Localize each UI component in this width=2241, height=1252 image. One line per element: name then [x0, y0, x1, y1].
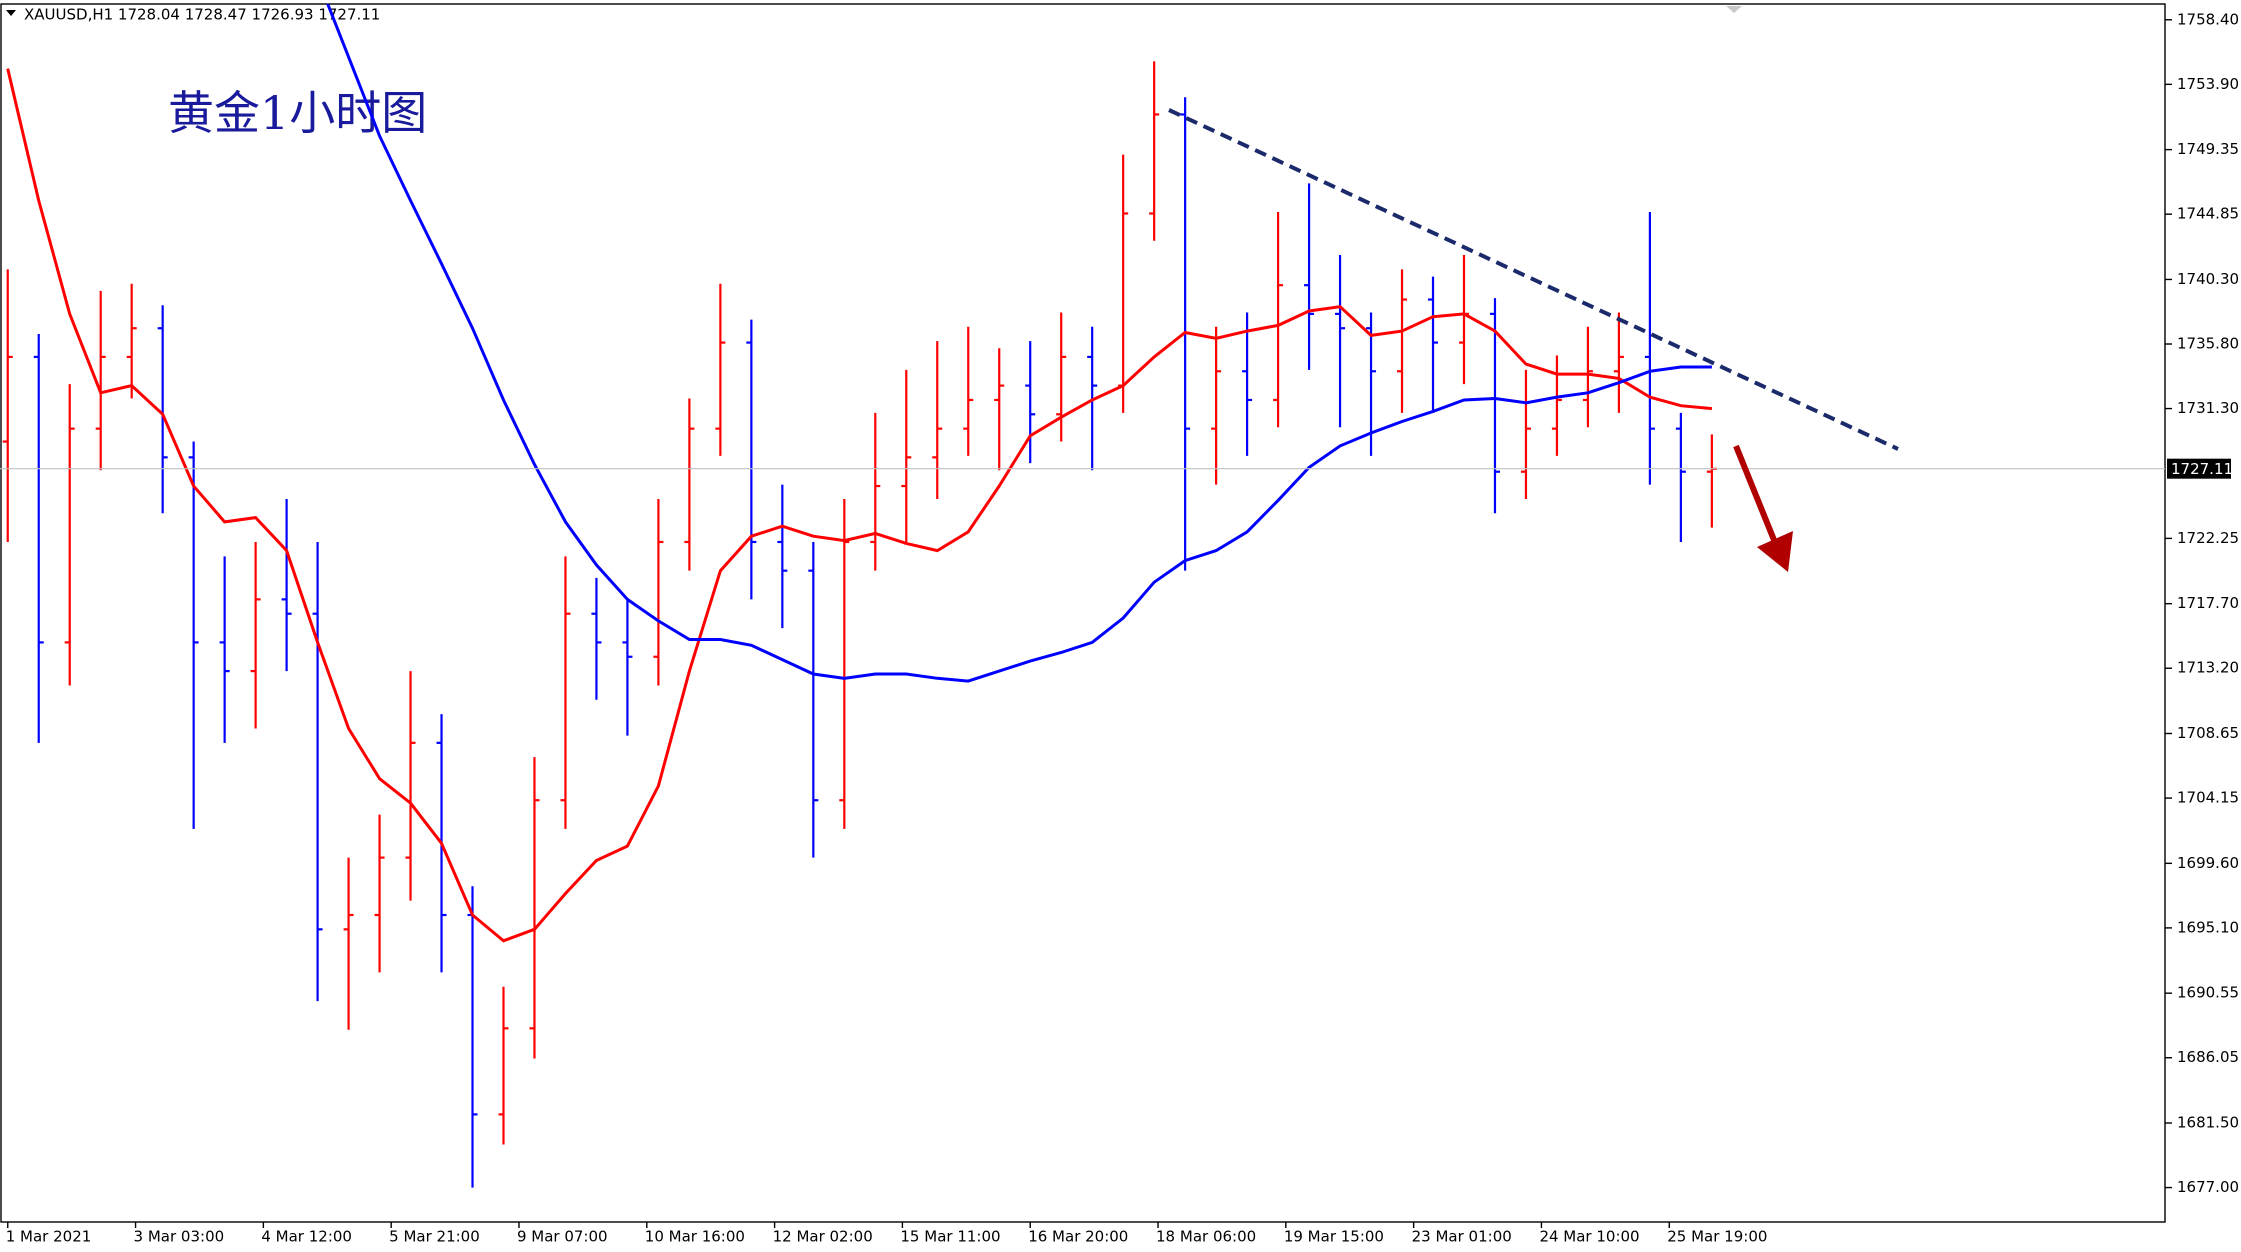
ohlc-bar [591, 577, 602, 700]
ohlc-bar [1304, 183, 1315, 370]
y-tick-label: 1744.85 [2177, 205, 2239, 223]
x-tick-label: 19 Mar 15:00 [1284, 1228, 1384, 1246]
menu-triangle [6, 10, 16, 16]
ohlc-bar [529, 757, 540, 1059]
ohlc-bar [684, 398, 695, 571]
plot-area [0, 4, 2165, 1188]
x-tick-label: 25 Mar 19:00 [1667, 1228, 1767, 1246]
ohlc-bar [560, 556, 571, 829]
down-arrow [1733, 444, 1793, 572]
ohlc-bar [219, 556, 230, 743]
ohlc-bar [343, 857, 354, 1030]
last-price-box [2167, 458, 2231, 479]
ohlc-bar [95, 290, 106, 471]
x-tick-label: 23 Mar 01:00 [1412, 1228, 1512, 1246]
ohlc-bar [622, 599, 633, 736]
ohlc-bar [1489, 298, 1500, 514]
x-tick-label: 18 Mar 06:00 [1156, 1228, 1256, 1246]
ohlc-bar [1675, 412, 1686, 542]
ohlc-bar [1242, 312, 1253, 456]
y-tick-label: 1681.50 [2177, 1114, 2239, 1132]
ohlc-bar [870, 412, 881, 571]
ohlc-bar [374, 814, 385, 973]
ohlc-bar [932, 341, 943, 499]
x-tick-label: 15 Mar 11:00 [900, 1228, 1000, 1246]
ohlc-bar [405, 671, 416, 901]
chart-title: 黄金1小时图 [168, 86, 427, 140]
x-tick-label: 24 Mar 10:00 [1539, 1228, 1639, 1246]
y-tick-label: 1749.35 [2177, 140, 2239, 158]
y-tick-label: 1731.30 [2177, 399, 2239, 417]
x-tick-label: 12 Mar 02:00 [773, 1228, 873, 1246]
ohlc-bar [808, 541, 819, 858]
ohlc-bar [33, 333, 44, 743]
ohlc-bar [281, 498, 292, 672]
ohlc-bar [250, 541, 261, 729]
y-tick-label: 1686.05 [2177, 1048, 2239, 1066]
x-tick-label: 9 Mar 07:00 [517, 1228, 608, 1246]
ohlc-bar [839, 498, 850, 829]
ohlc-bar [1428, 276, 1439, 413]
y-tick-label: 1695.10 [2177, 918, 2239, 936]
ohlc-bar [1056, 312, 1067, 442]
y-tick-label: 1699.60 [2177, 854, 2239, 872]
ohlc-bar [994, 348, 1005, 471]
ohlc-bar [1613, 312, 1624, 413]
ohlc-bar [126, 283, 137, 399]
ohlc-bar [1397, 269, 1408, 413]
ohlc-bar [498, 986, 509, 1145]
y-tick-label: 1704.15 [2177, 789, 2239, 807]
y-tick-label: 1758.40 [2177, 10, 2239, 28]
ohlc-bar [312, 541, 323, 1002]
x-tick-label: 4 Mar 12:00 [261, 1228, 352, 1246]
y-tick-label: 1690.55 [2177, 984, 2239, 1002]
arrow-shaft [1733, 444, 1777, 542]
ohlc-bar [1149, 61, 1160, 241]
y-tick-label: 1677.00 [2177, 1178, 2239, 1196]
x-tick-label: 16 Mar 20:00 [1028, 1228, 1128, 1246]
y-tick-label: 1717.70 [2177, 594, 2239, 612]
moving-average-line [326, 4, 1712, 683]
x-tick-label: 10 Mar 16:00 [645, 1228, 745, 1246]
plot-frame [0, 3, 2166, 1223]
ohlc-bar [1335, 255, 1346, 428]
y-tick-label: 1735.80 [2177, 335, 2239, 353]
shift-marker [1726, 6, 1742, 13]
ohlc-bar [1211, 326, 1222, 485]
arrow-head [1757, 531, 1793, 572]
ohlc-bar [188, 441, 199, 829]
ohlc-bar [2, 269, 13, 542]
ohlc-bar [901, 369, 912, 542]
ohlc-bar [1582, 326, 1593, 428]
trend-line [1168, 108, 1899, 451]
ohlc-bar [715, 283, 726, 456]
ohlc-bar [1273, 212, 1284, 428]
ohlc-bar [1025, 341, 1036, 464]
ohlc-bar [653, 498, 664, 686]
x-tick-label: 5 Mar 21:00 [389, 1228, 480, 1246]
y-tick-label: 1722.25 [2177, 529, 2239, 547]
moving-average-line [6, 68, 1713, 943]
ohlc-bar [157, 305, 168, 514]
y-tick-label: 1740.30 [2177, 270, 2239, 288]
y-tick-label: 1753.90 [2177, 75, 2239, 93]
ohlc-bar [1520, 369, 1531, 499]
ohlc-bar [746, 319, 757, 600]
ohlc-bar [963, 326, 974, 456]
ohlc-bar [1551, 355, 1562, 456]
chart-header: XAUUSD,H1 1728.04 1728.47 1726.93 1727.1… [24, 6, 380, 24]
y-tick-label: 1713.20 [2177, 659, 2239, 677]
ohlc-bar [64, 384, 75, 686]
ohlc-bar [1644, 212, 1655, 485]
x-tick-label: 3 Mar 03:00 [134, 1228, 225, 1246]
last-price-label: 1727.11 [2171, 460, 2233, 478]
y-tick-label: 1708.65 [2177, 724, 2239, 742]
x-tick-label: 1 Mar 2021 [6, 1228, 92, 1246]
ohlc-bar [777, 484, 788, 629]
